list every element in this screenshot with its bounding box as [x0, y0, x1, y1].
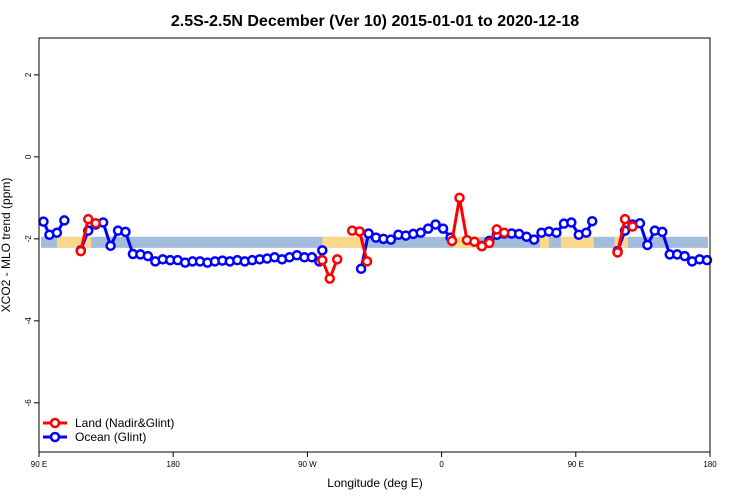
legend: Land (Nadir&Glint)Ocean (Glint) — [43, 416, 174, 444]
y-axis: 2 0 -2 -4 -6 — [24, 72, 39, 406]
ocean-point — [679, 250, 690, 262]
x-tick-label: 90 E — [568, 460, 584, 469]
y-tick-label: -4 — [24, 317, 33, 325]
ocean-point — [415, 227, 426, 238]
x-axis-label: Longitude (deg E) — [327, 476, 422, 490]
land-point — [354, 226, 365, 237]
x-axis: 90 E 180 90 W 0 90 E 180 — [31, 452, 717, 469]
legend-label: Land (Nadir&Glint) — [75, 416, 174, 430]
y-axis-label: XCO2 - MLO trend (ppm) — [0, 178, 13, 313]
ocean-point — [385, 234, 397, 245]
land-point — [627, 221, 638, 232]
ocean-point — [363, 228, 374, 239]
land-point — [324, 273, 336, 284]
ocean-point — [355, 263, 367, 275]
x-tick-label: 90 E — [31, 460, 47, 469]
ocean-point — [437, 223, 449, 234]
ocean-point — [142, 250, 154, 262]
ocean-point — [317, 245, 328, 256]
legend-entry: Land (Nadir&Glint) — [43, 416, 174, 430]
land-point — [469, 236, 480, 247]
land-point — [90, 218, 101, 229]
land-point — [498, 227, 510, 238]
land-band-segment — [540, 236, 549, 248]
x-tick-label: 0 — [439, 460, 444, 469]
land-point — [612, 247, 623, 258]
x-tick-label: 180 — [703, 460, 717, 469]
land-point — [446, 235, 458, 247]
ocean-point — [580, 227, 592, 238]
x-tick-label: 180 — [167, 460, 181, 469]
ocean-point — [430, 219, 441, 230]
y-tick-label: 0 — [24, 154, 33, 159]
legend-marker — [49, 417, 61, 429]
x-tick-label: 90 W — [298, 460, 317, 469]
ocean-point — [105, 240, 116, 252]
ocean-point — [38, 216, 49, 227]
land-point — [484, 237, 495, 249]
land-point — [331, 254, 343, 265]
ocean-point — [120, 226, 131, 238]
legend-marker — [49, 431, 61, 443]
y-tick-label: -2 — [24, 235, 33, 243]
ocean-point — [422, 223, 434, 234]
land-point — [361, 256, 373, 267]
ocean-point — [306, 252, 318, 263]
legend-label: Ocean (Glint) — [75, 430, 146, 444]
land-point — [619, 213, 631, 225]
plot-frame — [38, 37, 711, 453]
ocean-point — [51, 227, 63, 238]
series-layer — [38, 192, 713, 284]
ocean-point — [657, 226, 668, 238]
ocean-point — [528, 234, 540, 245]
land-band-segment — [56, 236, 92, 248]
y-tick-label: -6 — [24, 399, 33, 407]
ocean-point — [642, 239, 653, 251]
land-point — [317, 254, 328, 266]
ocean-point — [566, 217, 577, 228]
ocean-point — [59, 215, 70, 226]
land-point — [75, 245, 87, 257]
ocean-point — [701, 254, 713, 266]
land-point — [82, 213, 94, 225]
y-tick-label: 2 — [24, 72, 33, 77]
land-point — [454, 192, 465, 204]
series-land — [75, 192, 638, 284]
ocean-point — [586, 215, 598, 227]
land-band-segment — [560, 236, 594, 248]
chart-title: 2.5S-2.5N December (Ver 10) 2015-01-01 t… — [171, 13, 579, 30]
land-band-segment — [322, 236, 363, 248]
ocean-point — [551, 227, 562, 238]
legend-entry: Ocean (Glint) — [43, 430, 146, 444]
